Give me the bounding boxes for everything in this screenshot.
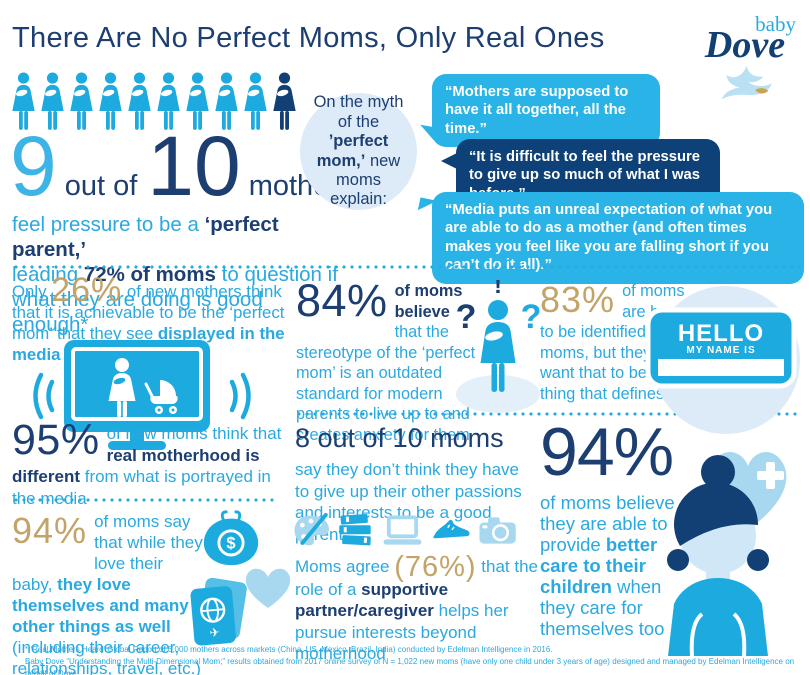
quote-3-text: “Media puts an unreal expectation of wha… — [445, 202, 773, 273]
stat-84-number: 84% — [296, 275, 388, 326]
exclamation-mark: ! — [494, 280, 502, 299]
dotted-divider — [295, 412, 800, 416]
hero-number-10: 10 — [147, 119, 241, 213]
passion-icons-row — [293, 511, 517, 550]
stat-84-rest: that the stereotype of the ‘perfect mom’… — [296, 323, 476, 444]
stat-95-number: 95% — [12, 416, 100, 464]
quote-2-text: “It is difficult to feel the pressure to… — [469, 149, 701, 202]
stat-76-mid: that the role of a — [295, 557, 538, 599]
stat-26-mid: of new mothers think that it is achievab… — [12, 282, 285, 343]
stat-94-left-number: 94% — [12, 510, 88, 551]
brand-logo: baby Dove — [686, 14, 804, 106]
hero-p3: what they are doing is good enough* — [12, 288, 263, 336]
stat-26: Only 26% of new mothers think that it is… — [12, 273, 290, 365]
stat-76-number: (76%) — [394, 551, 477, 583]
stat-94-right-pre: of moms believe they are able to provide — [540, 492, 675, 555]
stat-8of10-heading: 8 out of 10 moms — [295, 423, 504, 453]
stat-83-number: 83% — [540, 279, 616, 320]
quote-bubble-3: “Media puts an unreal expectation of wha… — [417, 192, 804, 284]
bubble-tail — [417, 197, 438, 214]
stat-94-left-post: (including their career, relationships, … — [12, 638, 201, 675]
stat-26-pre: Only — [12, 282, 52, 301]
logo-baby-text: baby — [755, 12, 796, 36]
hero-number-9: 9 — [10, 119, 57, 213]
page-title: There Are No Perfect Moms, Only Real One… — [12, 22, 605, 54]
footnote-line-1: * ‘Real Mothers Heard’ Global Report of … — [25, 645, 553, 654]
stat-94-left: 94% of moms say that while they love the… — [12, 511, 208, 675]
stroller-icon — [144, 380, 178, 414]
question-mark-left: ? — [456, 298, 477, 336]
myth-text-bold: ’perfect mom,’ — [316, 132, 389, 170]
heart-icon — [245, 568, 291, 608]
bubble-tail — [441, 152, 459, 170]
quote-1-text: “Mothers are supposed to have it all tog… — [445, 84, 629, 137]
bubble-tail — [417, 125, 437, 141]
mom-on-screen-icon — [108, 358, 136, 417]
stat-95-pre: of new moms think that — [106, 424, 282, 443]
mother-holding-baby-icon — [68, 71, 95, 132]
hero-p1a: feel pressure to be a — [12, 213, 205, 236]
mom-with-heart-plus-icon — [667, 452, 787, 656]
camera-icon — [479, 517, 516, 544]
dotted-divider — [12, 265, 800, 269]
stat-84-bold: of moms believe — [394, 282, 463, 321]
questioning-mom-icon: ? ? ! — [456, 280, 542, 413]
stat-94-right: 94% of moms believe they are able to pro… — [540, 418, 690, 639]
stat-26-bold: displayed in the media — [12, 324, 285, 364]
stat-76-bold: supportive partner/caregiver — [295, 579, 449, 621]
stat-94-left-bold: they love themselves and many other thin… — [12, 575, 189, 636]
mother-holding-baby-icon-dark — [271, 71, 298, 132]
badge-hello-text: HELLO — [678, 320, 764, 347]
hero-paragraph: feel pressure to be a ‘perfect parent,’ … — [12, 212, 342, 337]
quote-bubble-1: “Mothers are supposed to have it all tog… — [417, 74, 660, 148]
myth-text-end: new moms explain: — [330, 151, 401, 209]
myth-text: On the myth of the — [313, 93, 404, 131]
stat-94-left-pre: of moms say that while they love their b… — [12, 512, 203, 594]
hero-p1b: ‘perfect parent,’ — [12, 213, 279, 261]
stat-94-right-post: when they care for themselves too — [540, 576, 665, 639]
stat-76-post: helps her pursue interests beyond mother… — [295, 601, 509, 663]
running-shoe-icon — [433, 519, 470, 539]
books-icon — [339, 513, 372, 546]
hero-out-of: out of — [64, 170, 138, 202]
mother-holding-baby-icon — [97, 71, 124, 132]
stat-95-bold: real motherhood is different — [12, 445, 260, 487]
dotted-divider — [12, 498, 277, 502]
dollar-sign: $ — [226, 535, 235, 553]
stat-76: Moms agree (76%) that the role of a supp… — [295, 553, 539, 665]
stat-94-right-number: 94% — [540, 414, 674, 490]
stat-95-post: from what is portrayed in the media — [12, 467, 271, 508]
mother-holding-baby-icon — [242, 71, 269, 132]
laptop-icon — [383, 514, 422, 545]
stat-76-pre: Moms agree — [295, 557, 395, 576]
paint-palette-icon — [294, 512, 330, 546]
coin-purse-icon: $ — [203, 510, 259, 566]
logo-dove-text: Dove — [704, 24, 786, 66]
myth-intro-circle: On the myth of the ’perfect mom,’ new mo… — [300, 93, 417, 210]
stat-84: 84% of moms believe that the stereotype … — [296, 275, 480, 445]
stat-94-right-bold: better care to their children — [540, 534, 658, 597]
footnote: * ‘Real Mothers Heard’ Global Report of … — [25, 644, 797, 675]
airplane-icon: ✈ — [209, 625, 221, 640]
dove-bird-icon — [721, 65, 772, 100]
tv-media-icon — [33, 340, 251, 450]
stat-95: 95% of new moms think that real motherho… — [12, 416, 294, 509]
hello-name-tag-icon: HELLO MY NAME IS — [645, 307, 797, 389]
travel-passport-icon: ✈ — [190, 577, 247, 646]
question-mark-right: ? — [521, 298, 542, 336]
footnote-line-2: Baby Dove “Understanding the Multi-Dimen… — [25, 657, 795, 675]
badge-myname-text: MY NAME IS — [686, 345, 755, 356]
